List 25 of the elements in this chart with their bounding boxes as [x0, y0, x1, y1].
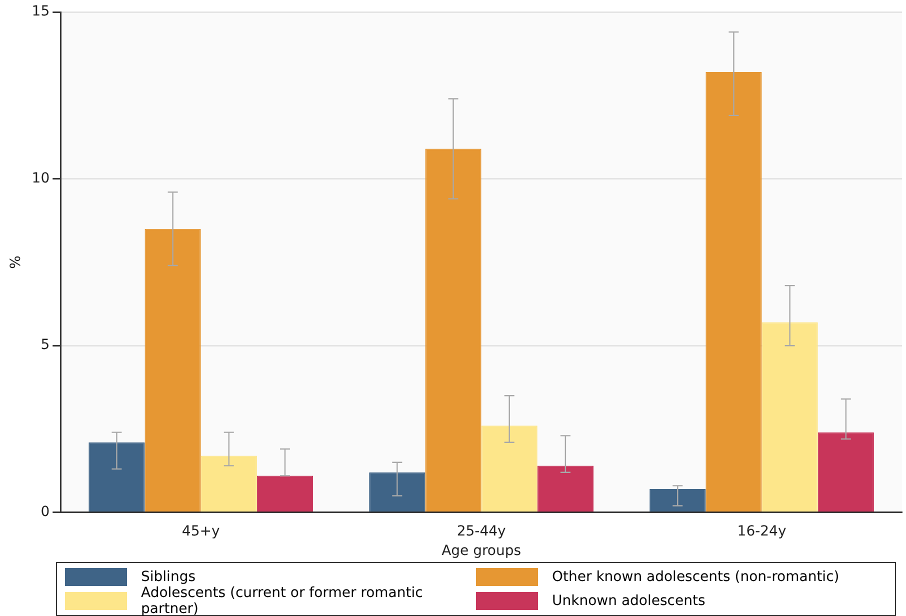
y-tick-label: 15: [32, 4, 50, 20]
bar: [537, 466, 594, 512]
legend-label: Siblings: [141, 569, 196, 585]
legend-label: Other known adolescents (non-romantic): [552, 569, 840, 585]
bar: [762, 322, 818, 512]
bar: [144, 228, 201, 512]
x-tick-label: 25-44y: [456, 523, 506, 540]
bar: [481, 426, 538, 512]
bar: [425, 148, 482, 512]
y-tick-label: 5: [40, 337, 50, 354]
legend-label: Unknown adolescents: [552, 593, 706, 609]
bar: [256, 476, 314, 512]
y-tick-label: 10: [32, 170, 50, 186]
bar: [650, 489, 706, 512]
x-tick-label: 16-24y: [737, 523, 786, 540]
y-axis-title: %: [8, 256, 24, 269]
x-tick-label: 45+y: [182, 523, 220, 540]
bar: [369, 472, 426, 512]
bar: [200, 456, 257, 512]
y-tick-label: 0: [40, 504, 50, 520]
bar: [706, 72, 762, 512]
bar: [818, 432, 874, 512]
legend-label: Adolescents (current or former romantic partner): [141, 585, 424, 616]
x-axis-title: Age groups: [442, 543, 522, 560]
bar: [88, 442, 145, 512]
